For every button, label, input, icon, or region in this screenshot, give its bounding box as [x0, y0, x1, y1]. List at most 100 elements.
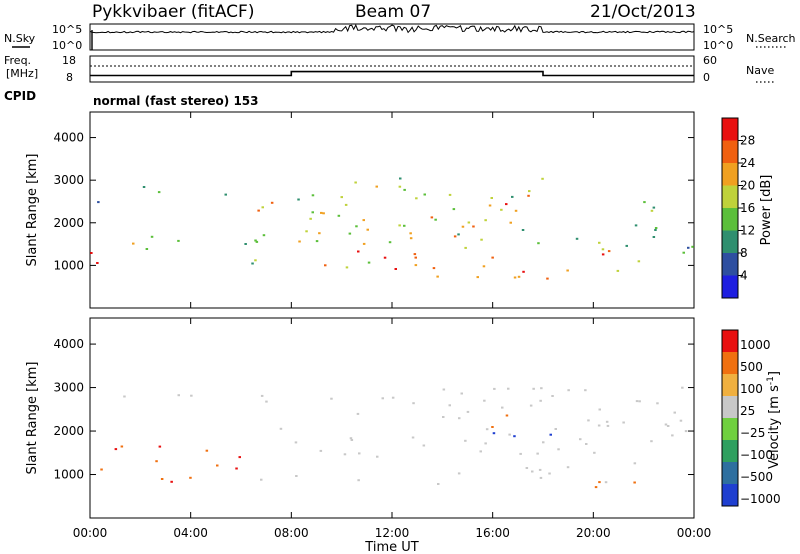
heatmap-cell — [442, 416, 445, 418]
colorbar-segment — [722, 118, 738, 141]
heatmap-cell — [295, 475, 298, 477]
heatmap-cell — [403, 188, 406, 191]
heatmap-cell — [398, 224, 401, 227]
heatmap-cell — [551, 395, 554, 397]
noise-right-label: N.Search — [746, 32, 796, 45]
heatmap-cell — [244, 243, 247, 245]
colorbar-segment — [722, 330, 738, 352]
heatmap-cell — [311, 194, 315, 197]
y-tick-label: 3000 — [53, 381, 84, 395]
freq-tick-bottom: 8 — [66, 71, 73, 84]
heatmap-cell — [505, 203, 508, 206]
heatmap-cell — [453, 235, 457, 238]
x-tick-label: 08:00 — [274, 526, 309, 540]
power-marks — [90, 177, 694, 280]
heatmap-cell — [548, 472, 551, 475]
heatmap-cell — [318, 232, 321, 235]
heatmap-cell — [549, 433, 552, 436]
velocity-colorbar: 1000 500 100 25 −25 −100 −500 −1000 — [721, 329, 781, 507]
heatmap-cell — [491, 256, 494, 259]
heatmap-cell — [399, 177, 402, 180]
heatmap-cell — [625, 244, 628, 247]
heatmap-cell — [606, 424, 610, 427]
heatmap-cell — [480, 238, 483, 241]
colorbar-segment — [722, 484, 738, 506]
colorbar-segment — [722, 208, 738, 231]
heatmap-cell — [114, 448, 118, 451]
heatmap-cell — [501, 406, 504, 409]
noise-trace — [89, 23, 695, 50]
heatmap-cell — [150, 235, 154, 238]
heatmap-cell — [687, 246, 690, 249]
noise-trace-line — [89, 23, 695, 34]
y-tick-label: 2000 — [53, 424, 84, 438]
station-title: Pykkvibaer (fitACF) — [92, 2, 254, 22]
colorbar-segment — [722, 140, 738, 163]
heatmap-cell — [411, 436, 415, 439]
noise-panel: N.Sky 10^5 10^0 10^5 10^0 N.Search — [4, 23, 796, 52]
heatmap-cell — [343, 453, 347, 456]
heatmap-cell — [452, 208, 456, 211]
heatmap-cell — [682, 251, 685, 254]
colorbar-segment — [722, 462, 738, 484]
heatmap-cell — [673, 411, 676, 414]
heatmap-cell — [398, 185, 402, 188]
heatmap-cell — [554, 428, 557, 430]
heatmap-cell — [383, 256, 387, 259]
heatmap-cell — [345, 266, 349, 269]
heatmap-cell — [542, 441, 545, 444]
heatmap-cell — [189, 476, 192, 479]
heatmap-cell — [270, 201, 274, 204]
noise-left-label: N.Sky — [4, 32, 36, 45]
heatmap-cell — [279, 427, 283, 430]
y-tick-label: 1000 — [53, 258, 84, 272]
velocity-y-ticks: 1000 2000 3000 4000 — [53, 337, 694, 482]
heatmap-cell — [493, 387, 496, 390]
heatmap-cell — [691, 245, 694, 248]
heatmap-cell — [485, 428, 489, 431]
heatmap-cell — [540, 387, 543, 390]
heatmap-cell — [120, 445, 124, 448]
heatmap-cell — [97, 201, 100, 204]
heatmap-cell — [491, 426, 494, 428]
noise-left-tick-bottom: 10^0 — [52, 39, 82, 52]
heatmap-cell — [458, 417, 461, 420]
heatmap-cell — [513, 435, 516, 438]
heatmap-cell — [500, 208, 503, 211]
colorbar-tick-label: 12 — [740, 224, 755, 238]
x-tick-label: 16:00 — [475, 526, 510, 540]
heatmap-cell — [654, 229, 657, 231]
heatmap-cell — [177, 239, 180, 242]
heatmap-cell — [432, 267, 436, 270]
heatmap-cell — [652, 206, 656, 209]
heatmap-cell — [637, 260, 641, 263]
heatmap-cell — [633, 481, 636, 484]
heatmap-cell — [557, 448, 560, 451]
heatmap-cell — [412, 402, 415, 405]
heatmap-cell — [531, 470, 534, 473]
heatmap-cell — [255, 240, 259, 243]
heatmap-cell — [349, 437, 353, 440]
velocity-ylabel: Slant Range [km] — [25, 362, 40, 475]
heatmap-cell — [483, 399, 486, 402]
colorbar-tick-label: 100 — [740, 382, 763, 396]
heatmap-cell — [391, 396, 395, 399]
heatmap-cell — [414, 256, 417, 259]
heatmap-cell — [464, 439, 467, 442]
colorbar-tick-label: −1000 — [740, 492, 781, 506]
colorbar-segment — [722, 396, 738, 418]
heatmap-cell — [464, 246, 467, 249]
y-tick-label: 3000 — [53, 173, 84, 187]
velocity-panel: 1000 2000 3000 4000 Slant Range [km] 1000 50… — [25, 317, 782, 519]
heatmap-cell — [681, 386, 684, 389]
heatmap-cell — [522, 270, 525, 273]
heatmap-cell — [294, 441, 298, 444]
heatmap-cell — [355, 225, 358, 228]
heatmap-cell — [666, 425, 670, 427]
heatmap-cell — [476, 276, 479, 279]
heatmap-cell — [340, 196, 343, 199]
heatmap-cell — [132, 242, 135, 245]
velocity-panel-frame — [89, 317, 695, 519]
